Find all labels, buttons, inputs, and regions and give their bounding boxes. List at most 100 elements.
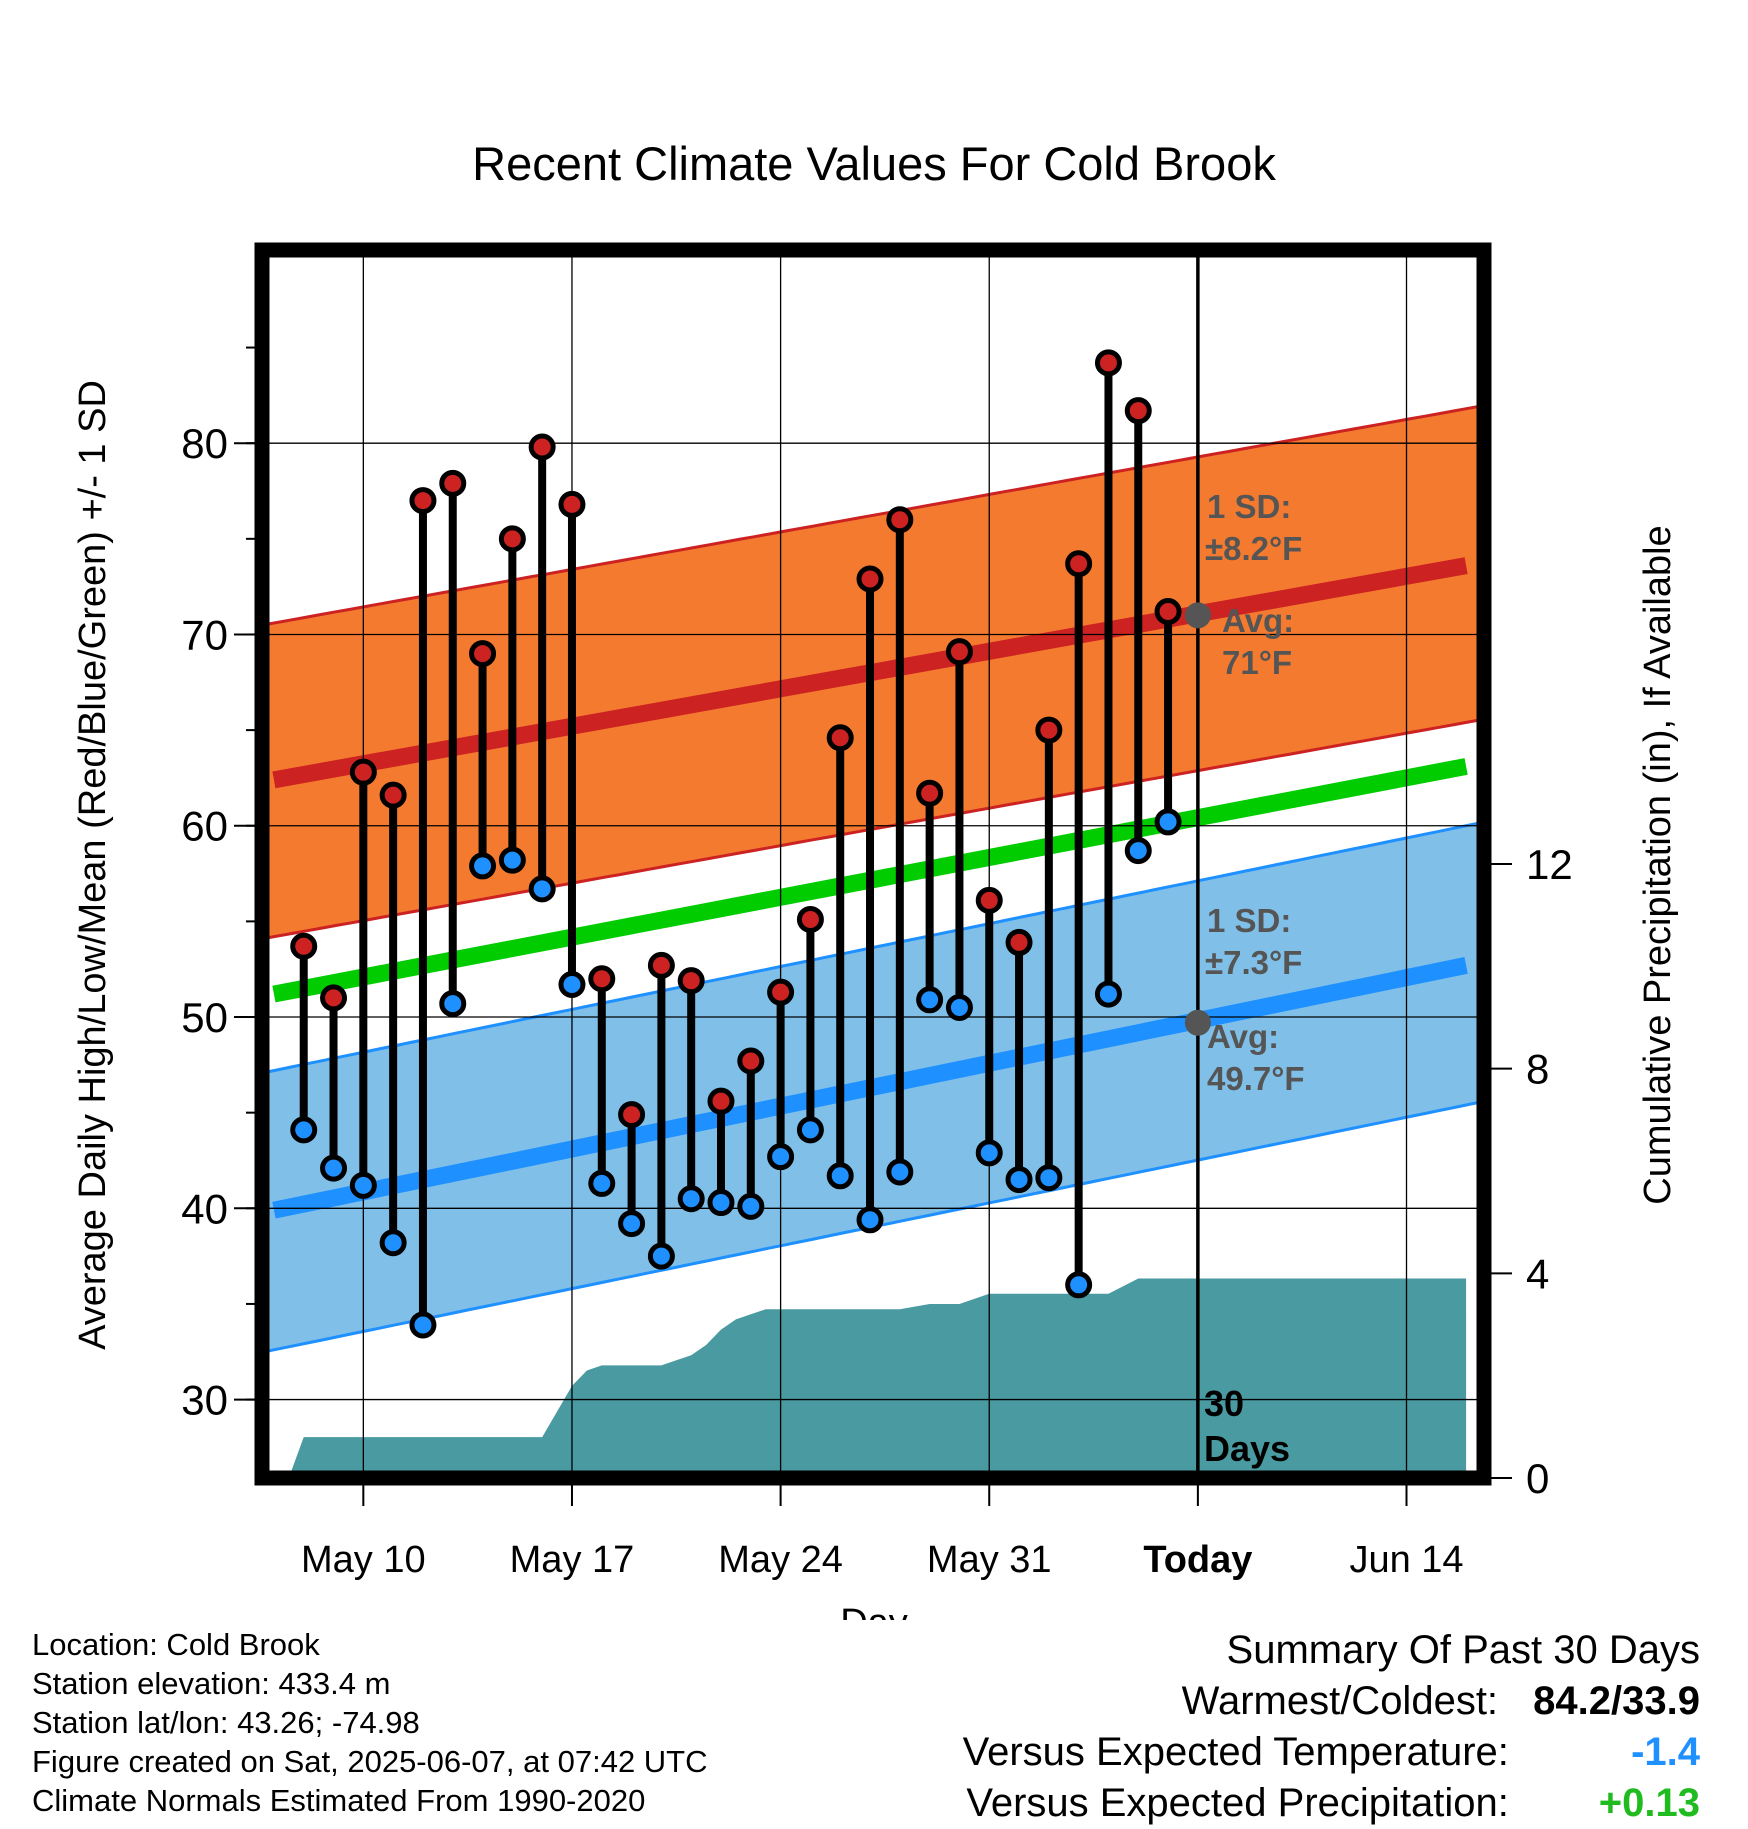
high-point (469, 640, 497, 668)
climate-chart: Recent Climate Values For Cold Brook 1 S… (72, 137, 1679, 1620)
y-tick-label: 60 (181, 803, 228, 850)
high-point (1035, 716, 1063, 744)
high-point (320, 984, 348, 1012)
created-text: Figure created on Sat, 2025-06-07, at 07… (32, 1744, 708, 1779)
days-number: 30 (1204, 1383, 1244, 1424)
high-point (618, 1101, 646, 1129)
high-point (856, 565, 884, 593)
low-point (767, 1143, 795, 1171)
high-point (1094, 349, 1122, 377)
precip-area (288, 1278, 1467, 1478)
low-point (349, 1171, 377, 1199)
high-point (1065, 550, 1093, 578)
precip-label: Versus Expected Precipitation: (966, 1781, 1509, 1825)
y-axis-label: Average Daily High/Low/Mean (Red/Blue/Gr… (72, 380, 114, 1350)
high-avg-label: Avg: (1222, 602, 1294, 639)
x-tick-label: Jun 14 (1349, 1539, 1463, 1581)
warm-cold-value: 84.2/33.9 (1533, 1679, 1700, 1723)
x-tick-label: May 24 (718, 1539, 843, 1581)
low-avg-value: 49.7°F (1207, 1060, 1305, 1097)
low-point (528, 875, 556, 903)
y-tick-label: 50 (181, 994, 228, 1041)
x-tick-label: May 17 (510, 1539, 635, 1581)
high-point (290, 932, 318, 960)
low-point (1065, 1271, 1093, 1299)
high-point (916, 779, 944, 807)
latlon-text: Station lat/lon: 43.26; -74.98 (32, 1705, 420, 1740)
temp-label: Versus Expected Temperature: (962, 1730, 1509, 1774)
high-point (767, 978, 795, 1006)
low-point (886, 1158, 914, 1186)
low-point (945, 993, 973, 1021)
low-sd-value: ±7.3°F (1205, 944, 1302, 981)
high-point (498, 525, 526, 553)
high-point (647, 951, 675, 979)
low-point (558, 971, 586, 999)
high-point (1154, 598, 1182, 626)
y-axis-right-label: Cumulative Precipitation (in), If Availa… (1637, 525, 1679, 1204)
y-tick-label: 70 (181, 611, 228, 658)
y-right-tick-label: 0 (1526, 1455, 1549, 1502)
high-point (826, 724, 854, 752)
normals-text: Climate Normals Estimated From 1990-2020 (32, 1783, 646, 1818)
plot-area: 1 SD: ±8.2°F Avg: 71°F 1 SD: ±7.3°F Avg: 49.7°F… (181, 242, 1573, 1581)
low-point (647, 1242, 675, 1270)
high-sd-label: 1 SD: (1207, 488, 1291, 525)
warm-cold-row: Warmest/Coldest: 84.2/33.9 (963, 1676, 1700, 1727)
summary-title: Summary Of Past 30 Days (1226, 1628, 1700, 1672)
low-point (469, 852, 497, 880)
low-point (916, 986, 944, 1014)
low-point (737, 1192, 765, 1220)
low-point (1005, 1166, 1033, 1194)
low-point (439, 990, 467, 1018)
high-point (945, 638, 973, 666)
high-point (379, 781, 407, 809)
low-avg-label: Avg: (1207, 1018, 1279, 1055)
low-point (290, 1116, 318, 1144)
high-point (1005, 928, 1033, 956)
low-point (707, 1189, 735, 1217)
low-point (826, 1162, 854, 1190)
low-point (1154, 808, 1182, 836)
precip-row: Versus Expected Precipitation: +0.13 (963, 1778, 1700, 1829)
low-point (1035, 1164, 1063, 1192)
low-sd-label: 1 SD: (1207, 902, 1291, 939)
elevation-text: Station elevation: 433.4 m (32, 1666, 391, 1701)
low-point (856, 1206, 884, 1234)
temp-row: Versus Expected Temperature: -1.4 (963, 1727, 1700, 1778)
y-tick-label: 80 (181, 420, 228, 467)
low-point (320, 1154, 348, 1182)
high-point (737, 1047, 765, 1075)
station-info: Location: Cold Brook Station elevation: … (32, 1625, 708, 1820)
today-low-avg-marker (1184, 1009, 1211, 1036)
high-point (409, 487, 437, 515)
x-axis-label: Day (840, 1602, 908, 1620)
high-point (439, 469, 467, 497)
low-point (1124, 837, 1152, 865)
high-point (1124, 397, 1152, 425)
summary-panel: Summary Of Past 30 Days Warmest/Coldest:… (963, 1625, 1700, 1829)
high-point (677, 967, 705, 995)
high-point (975, 886, 1003, 914)
low-point (498, 846, 526, 874)
low-point (379, 1229, 407, 1257)
low-point (588, 1169, 616, 1197)
low-point (409, 1311, 437, 1339)
low-point (677, 1185, 705, 1213)
y-right-tick-label: 8 (1526, 1046, 1549, 1093)
today-high-avg-marker (1184, 602, 1211, 629)
days-word: Days (1204, 1428, 1290, 1469)
low-point (618, 1210, 646, 1238)
low-point (1094, 980, 1122, 1008)
high-avg-value: 71°F (1222, 644, 1292, 681)
high-point (707, 1087, 735, 1115)
chart-title: Recent Climate Values For Cold Brook (472, 137, 1276, 190)
low-point (975, 1139, 1003, 1167)
warm-cold-label: Warmest/Coldest: (1181, 1679, 1499, 1723)
precip-value: +0.13 (1598, 1781, 1700, 1825)
high-point (558, 490, 586, 518)
x-tick-label: May 10 (301, 1539, 426, 1581)
high-point (588, 965, 616, 993)
low-point (796, 1116, 824, 1144)
y-right-tick-label: 12 (1526, 841, 1573, 888)
